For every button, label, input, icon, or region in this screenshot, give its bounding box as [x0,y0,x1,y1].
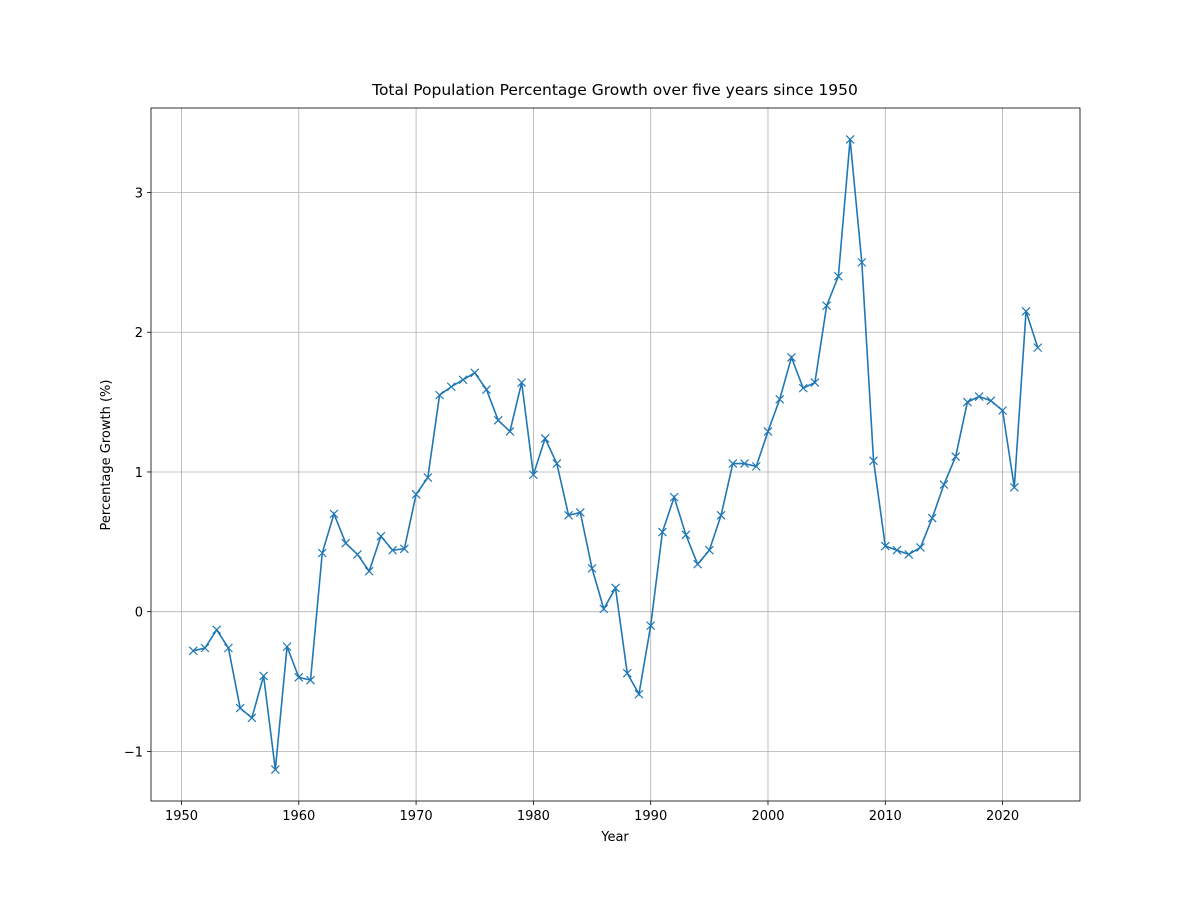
marker [611,583,620,593]
marker [317,548,327,558]
marker [892,545,902,555]
marker [329,509,339,519]
marker [951,452,961,462]
marker [798,383,808,393]
y-tick-label: 3 [135,187,143,202]
marker [763,427,773,436]
x-tick-label: 1960 [282,809,315,824]
marker [482,385,491,394]
marker [587,563,597,573]
x-tick-label: 2010 [869,809,902,824]
marker [939,480,949,489]
marker [657,527,667,537]
marker [247,713,257,723]
marker [634,689,644,699]
marker [916,542,925,552]
marker [880,541,890,551]
marker [1021,306,1031,316]
marker [223,643,233,653]
marker [716,510,726,520]
y-tick-label: 2 [135,326,143,341]
x-tick-label: 1990 [634,809,667,824]
x-tick-label: 2020 [986,809,1019,824]
marker [810,378,820,387]
marker [869,456,878,466]
marker [740,459,749,469]
marker [294,672,304,682]
marker [259,671,269,681]
marker [622,668,632,678]
marker [446,382,456,392]
marker [528,470,538,480]
marker [341,538,351,548]
marker [599,604,609,614]
data-line [193,139,1039,770]
marker [728,459,738,469]
marker [270,765,280,774]
marker [822,301,832,311]
x-axis-label: Year [600,830,629,845]
marker [904,549,914,559]
marker [845,135,855,144]
marker [458,375,468,385]
marker [962,397,972,407]
marker [704,545,714,555]
marker [564,510,574,520]
marker [540,434,550,443]
x-tick-label: 1970 [400,809,433,824]
marker [388,545,398,555]
marker [435,390,444,400]
marker [857,257,867,267]
chart-title: Total Population Percentage Growth over … [371,81,858,99]
x-tick-label: 2000 [751,809,784,824]
marker [669,492,679,502]
marker [552,459,562,469]
marker [306,675,315,685]
marker [974,392,984,401]
plot-frame [150,107,1081,802]
marker [200,643,210,653]
marker [751,461,761,471]
marker [1033,343,1043,353]
marker [411,489,421,499]
marker [282,642,292,652]
marker [681,530,691,540]
marker [399,544,409,554]
marker [927,513,937,523]
y-tick-label: 0 [135,606,143,621]
marker [505,427,515,436]
marker [423,473,433,482]
y-tick-label: 1 [135,466,143,481]
marker [787,352,796,362]
marker [986,396,996,406]
marker [1009,482,1019,492]
y-axis-label: Percentage Growth (%) [99,380,114,531]
marker [188,646,198,656]
x-tick-label: 1950 [165,809,198,824]
marker [998,406,1008,415]
marker [212,625,222,635]
marker [517,378,527,387]
marker [353,549,362,559]
marker [646,621,656,631]
marker [470,368,480,378]
marker [833,271,843,281]
marker [493,415,503,425]
marker [376,531,386,541]
marker [575,508,585,517]
marker [775,394,785,404]
y-tick-label: −1 [124,745,143,760]
x-tick-label: 1980 [517,809,550,824]
marker [364,566,374,576]
marker [693,559,703,569]
marker [235,703,245,713]
